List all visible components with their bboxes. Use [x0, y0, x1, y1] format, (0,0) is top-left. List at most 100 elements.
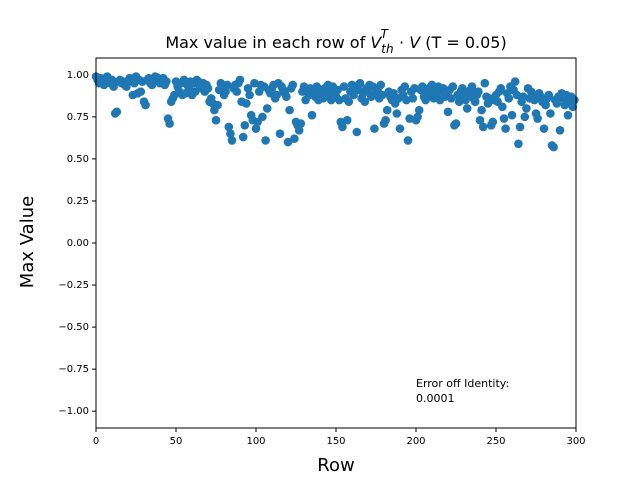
- point: [522, 104, 531, 113]
- y-axis-label: Max Value: [17, 196, 38, 288]
- point: [462, 104, 472, 113]
- point: [498, 102, 507, 112]
- point: [165, 119, 174, 128]
- point: [344, 97, 354, 107]
- x-tick-label: 100: [246, 436, 265, 447]
- point: [355, 78, 365, 88]
- point: [258, 112, 267, 122]
- x-tick-label: 300: [566, 436, 585, 447]
- title-part: V: [409, 33, 421, 52]
- point: [570, 95, 579, 105]
- point: [243, 83, 253, 93]
- point: [515, 122, 525, 132]
- y-tick-label: −0.50: [58, 322, 89, 333]
- y-tick-label: 1.00: [67, 70, 89, 81]
- annotation: Error off Identity:: [416, 377, 509, 390]
- point: [392, 109, 402, 118]
- point: [382, 105, 392, 115]
- point: [461, 95, 470, 105]
- point: [342, 115, 352, 125]
- point: [448, 82, 458, 91]
- point: [245, 90, 254, 100]
- point: [549, 142, 558, 152]
- point: [381, 115, 390, 125]
- point: [203, 83, 213, 93]
- annotation: 0.0001: [416, 392, 455, 405]
- point: [478, 122, 488, 132]
- point: [467, 82, 477, 91]
- point: [546, 109, 555, 118]
- point: [352, 127, 362, 137]
- point: [378, 90, 387, 100]
- point: [338, 122, 347, 132]
- y-tick-label: 0.00: [67, 238, 89, 249]
- point: [474, 87, 483, 96]
- title-part: V: [370, 33, 382, 52]
- point: [400, 82, 410, 91]
- point: [480, 78, 490, 88]
- plot-frame: [95, 57, 577, 429]
- point: [475, 115, 485, 125]
- title-part: (T = 0.05): [420, 33, 507, 52]
- point: [530, 95, 539, 105]
- point: [413, 112, 422, 122]
- x-tick-label: 200: [406, 436, 425, 447]
- point: [288, 80, 298, 90]
- point: [224, 122, 234, 132]
- point: [141, 100, 150, 110]
- point: [290, 134, 299, 144]
- point: [403, 136, 413, 145]
- y-tick-label: 0.25: [67, 196, 89, 207]
- title-part: ·: [394, 33, 409, 52]
- point: [136, 87, 146, 96]
- point: [238, 132, 248, 142]
- point: [283, 137, 293, 147]
- point: [370, 124, 379, 133]
- y-tick-label: −0.75: [58, 364, 89, 375]
- point: [446, 94, 456, 103]
- title-part: T: [381, 27, 390, 41]
- point: [261, 136, 270, 145]
- x-axis-label: Row: [317, 455, 354, 476]
- point: [507, 110, 517, 120]
- point: [514, 139, 523, 149]
- point: [282, 92, 291, 101]
- point: [240, 120, 250, 130]
- x-tick-label: 50: [170, 436, 183, 447]
- point: [222, 80, 232, 90]
- point: [262, 104, 272, 113]
- point: [275, 129, 285, 138]
- y-tick-label: −1.00: [58, 406, 89, 417]
- point: [552, 99, 562, 108]
- chart-title: Max value in each row of VthT · V (T = 0…: [165, 27, 506, 56]
- y-tick-label: 0.75: [67, 112, 89, 123]
- point: [307, 110, 317, 120]
- point: [568, 102, 578, 112]
- point: [360, 97, 370, 107]
- point: [294, 126, 304, 135]
- point: [408, 94, 418, 103]
- point: [414, 105, 424, 115]
- point: [226, 129, 235, 138]
- point: [470, 97, 480, 107]
- point: [555, 126, 565, 135]
- point: [221, 87, 230, 96]
- point: [499, 114, 509, 123]
- point: [563, 110, 573, 120]
- point: [544, 90, 554, 100]
- point: [285, 105, 294, 115]
- point: [376, 80, 386, 90]
- point: [227, 136, 237, 145]
- point: [235, 75, 245, 85]
- x-tick-label: 0: [93, 436, 99, 447]
- point: [496, 83, 506, 93]
- point: [232, 87, 242, 96]
- point: [395, 124, 405, 133]
- point: [251, 124, 261, 133]
- point: [112, 107, 122, 117]
- point: [477, 105, 486, 115]
- x-tick-label: 150: [326, 436, 345, 447]
- point: [451, 119, 461, 128]
- y-tick-label: 0.50: [67, 154, 89, 165]
- point: [272, 90, 282, 100]
